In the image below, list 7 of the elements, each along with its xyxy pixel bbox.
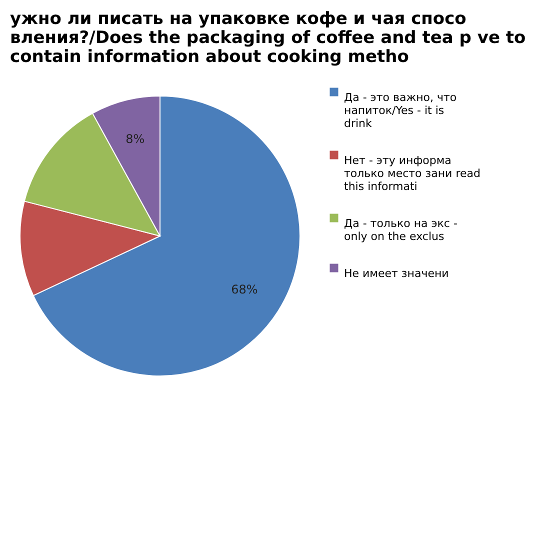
chart-title: ужно ли писать на упаковке кофе и чая спосо вления?/Does the packaging of coffee and tea p ve to contain information about cooking metho xyxy=(10,9,526,67)
legend-label: Не имеет значени xyxy=(344,267,449,280)
legend-label: Да - это важно, что напиток/Yes - it is drink xyxy=(344,91,457,130)
data-label: 68% xyxy=(231,282,258,297)
legend-label: Нет - эту информа только место зани read this informati xyxy=(344,154,480,193)
legend-label: Да - только на экс - only on the exclus xyxy=(344,217,458,243)
data-label: 8% xyxy=(126,132,145,146)
